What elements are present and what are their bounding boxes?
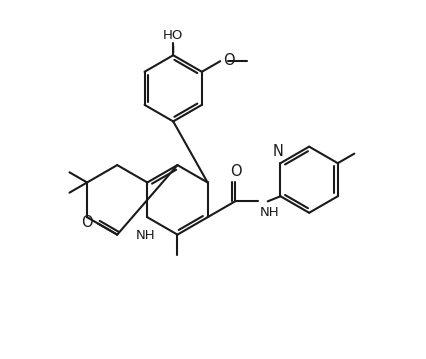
Text: NH: NH — [135, 229, 155, 242]
Text: HO: HO — [163, 29, 183, 42]
Text: N: N — [272, 144, 283, 159]
Text: NH: NH — [259, 206, 279, 219]
Text: O: O — [223, 53, 234, 68]
Text: O: O — [230, 164, 242, 179]
Text: O: O — [81, 215, 92, 230]
